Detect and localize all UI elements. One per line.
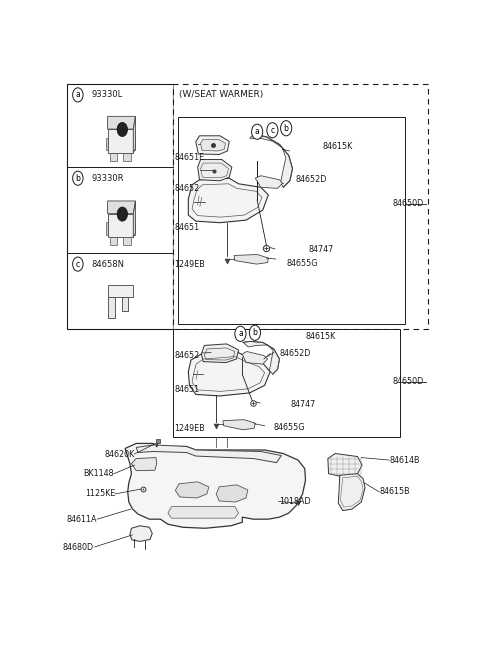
Polygon shape [250, 134, 292, 188]
Text: 84651: 84651 [174, 385, 199, 394]
Circle shape [267, 123, 278, 138]
Circle shape [72, 171, 83, 185]
Polygon shape [243, 341, 279, 374]
Bar [110, 152, 118, 161]
Circle shape [249, 325, 261, 340]
Polygon shape [175, 482, 209, 498]
Polygon shape [338, 474, 365, 510]
Text: 1125KE: 1125KE [84, 489, 115, 499]
Text: a: a [75, 91, 80, 99]
Bar [108, 129, 133, 153]
Polygon shape [188, 178, 268, 222]
Text: BK1148: BK1148 [84, 469, 114, 478]
Bar [106, 138, 109, 150]
Text: 84747: 84747 [309, 245, 334, 255]
Text: 84652: 84652 [174, 184, 200, 194]
Polygon shape [255, 176, 282, 188]
Text: 84611A: 84611A [67, 515, 97, 523]
Polygon shape [198, 159, 232, 181]
Circle shape [117, 207, 128, 221]
Text: 84615B: 84615B [379, 487, 410, 497]
Bar [108, 297, 115, 318]
Polygon shape [242, 352, 267, 364]
Text: 84680D: 84680D [62, 543, 94, 552]
Text: 84614B: 84614B [389, 455, 420, 464]
Text: 84655G: 84655G [286, 259, 318, 268]
Text: 84620K: 84620K [104, 449, 134, 459]
Text: 84652: 84652 [174, 350, 200, 359]
Bar [108, 285, 132, 297]
Text: c: c [270, 126, 275, 134]
Circle shape [117, 123, 128, 136]
Polygon shape [108, 116, 135, 129]
Text: 1018AD: 1018AD [279, 497, 311, 506]
Text: 84615K: 84615K [305, 332, 336, 341]
Text: a: a [238, 329, 243, 338]
Polygon shape [202, 344, 239, 363]
Bar [173, 84, 428, 329]
Bar [178, 117, 405, 323]
Text: 84652D: 84652D [279, 349, 311, 358]
Text: 84655G: 84655G [274, 422, 305, 432]
Polygon shape [136, 445, 281, 462]
Bar [173, 329, 400, 438]
Circle shape [72, 88, 83, 102]
Polygon shape [133, 116, 135, 153]
Bar [108, 214, 133, 237]
Polygon shape [196, 136, 229, 155]
Text: (W/SEAT WARMER): (W/SEAT WARMER) [179, 91, 264, 99]
Bar [106, 222, 109, 235]
Polygon shape [328, 453, 362, 477]
Bar [122, 297, 128, 311]
Circle shape [252, 124, 263, 139]
Polygon shape [133, 201, 135, 237]
Polygon shape [130, 525, 152, 541]
Circle shape [281, 121, 292, 136]
Bar [132, 222, 135, 235]
Text: 84615K: 84615K [322, 142, 352, 152]
Polygon shape [188, 352, 270, 396]
Text: 93330R: 93330R [92, 174, 124, 183]
Text: 84658N: 84658N [92, 260, 125, 268]
Bar [123, 236, 131, 245]
Text: a: a [255, 127, 260, 136]
Bar [132, 138, 135, 150]
Text: 84650D: 84650D [393, 377, 424, 386]
Text: 84651: 84651 [174, 223, 199, 232]
Text: c: c [76, 260, 80, 268]
Text: 1249EB: 1249EB [174, 260, 205, 268]
Polygon shape [216, 485, 248, 502]
Text: 84747: 84747 [290, 400, 316, 409]
Text: 84652D: 84652D [295, 175, 326, 184]
Text: 84650D: 84650D [393, 199, 424, 209]
Text: b: b [75, 174, 80, 183]
Bar [123, 152, 131, 161]
Bar [110, 236, 118, 245]
Polygon shape [108, 201, 135, 214]
Polygon shape [132, 458, 156, 471]
Text: b: b [252, 328, 257, 337]
Circle shape [72, 257, 83, 271]
Polygon shape [201, 139, 226, 151]
Polygon shape [223, 420, 255, 430]
Text: b: b [284, 124, 288, 133]
Polygon shape [168, 506, 239, 518]
Bar [67, 84, 173, 329]
Polygon shape [234, 255, 268, 264]
Polygon shape [125, 443, 305, 528]
Text: 1249EB: 1249EB [174, 424, 205, 433]
Circle shape [235, 326, 246, 341]
Text: 93330L: 93330L [92, 91, 123, 99]
Text: 84651E: 84651E [174, 152, 204, 161]
